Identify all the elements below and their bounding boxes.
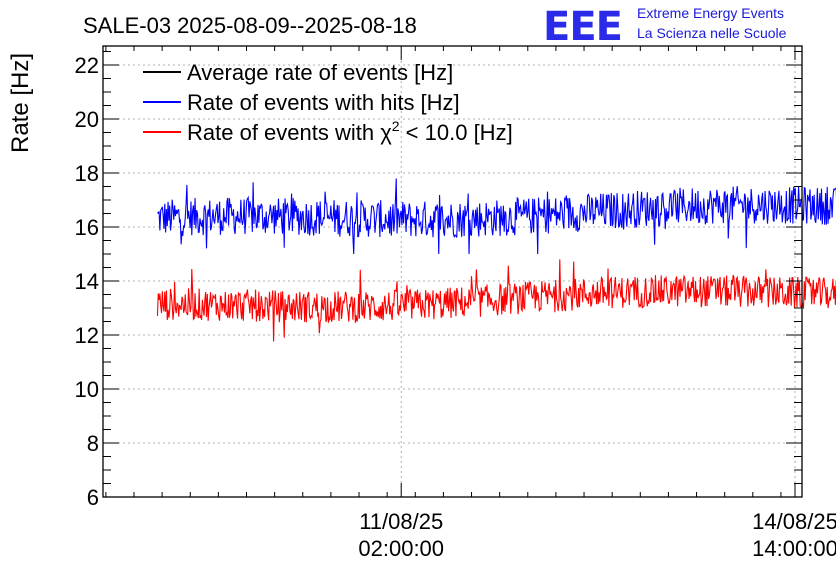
y-tick-label: 6 xyxy=(87,485,99,510)
chart-title: SALE-03 2025-08-09--2025-08-18 xyxy=(83,13,417,38)
legend: Average rate of events [Hz] Rate of even… xyxy=(143,60,513,145)
y-tick-label: 20 xyxy=(75,107,99,132)
eee-logo-line1: Extreme Energy Events xyxy=(637,5,784,21)
y-tick-label: 8 xyxy=(87,431,99,456)
series-line-hits xyxy=(157,178,836,255)
x-tick-label-time: 14:00:00 xyxy=(752,536,836,561)
legend-label-average: Average rate of events [Hz] xyxy=(187,60,453,85)
y-tick-label: 18 xyxy=(75,161,99,186)
y-tick-label: 22 xyxy=(75,53,99,78)
plot-frame xyxy=(102,45,803,498)
y-tick-label: 10 xyxy=(75,377,99,402)
y-axis-label: Rate [Hz] xyxy=(7,53,34,153)
eee-logo-line2: La Scienza nelle Scuole xyxy=(637,25,787,41)
x-tick-label-date: 11/08/25 xyxy=(359,509,443,534)
series-layer xyxy=(156,178,836,342)
legend-label-hits: Rate of events with hits [Hz] xyxy=(187,90,460,115)
legend-chi2-suffix: < 10.0 [Hz] xyxy=(400,120,513,145)
y-tick-label: 12 xyxy=(75,323,99,348)
eee-logo: EEE Extreme Energy Events La Scienza nel… xyxy=(543,4,787,50)
y-tick-label: 14 xyxy=(75,269,99,294)
series-line-chi2 xyxy=(156,259,836,342)
eee-logo-letters: EEE xyxy=(543,4,622,50)
legend-chi2-sup: 2 xyxy=(392,118,400,134)
legend-label-chi2: Rate of events with χ2 < 10.0 [Hz] xyxy=(187,118,513,145)
legend-chi2-prefix: Rate of events with χ xyxy=(187,120,392,145)
x-tick-label-time: 02:00:00 xyxy=(358,536,444,561)
x-tick-label-date: 14/08/25 xyxy=(752,509,836,534)
y-tick-label: 16 xyxy=(75,215,99,240)
